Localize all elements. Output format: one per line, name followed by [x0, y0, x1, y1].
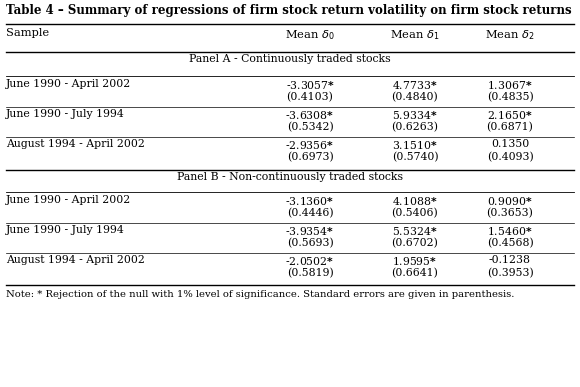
- Text: (0.4093): (0.4093): [487, 152, 534, 162]
- Text: (0.6871): (0.6871): [487, 122, 534, 132]
- Text: 1.9595$\mathbf{*}$: 1.9595$\mathbf{*}$: [393, 255, 437, 267]
- Text: -3.3057$\mathbf{*}$: -3.3057$\mathbf{*}$: [285, 79, 335, 91]
- Text: 1.5460$\mathbf{*}$: 1.5460$\mathbf{*}$: [487, 225, 533, 237]
- Text: 5.5324$\mathbf{*}$: 5.5324$\mathbf{*}$: [392, 225, 438, 237]
- Text: Panel A - Continuously traded stocks: Panel A - Continuously traded stocks: [189, 54, 391, 64]
- Text: August 1994 - April 2002: August 1994 - April 2002: [6, 255, 145, 265]
- Text: (0.6702): (0.6702): [392, 238, 438, 248]
- Text: June 1990 - July 1994: June 1990 - July 1994: [6, 109, 125, 119]
- Text: 0.9090$\mathbf{*}$: 0.9090$\mathbf{*}$: [487, 195, 533, 207]
- Text: June 1990 - July 1994: June 1990 - July 1994: [6, 225, 125, 235]
- Text: 4.1088$\mathbf{*}$: 4.1088$\mathbf{*}$: [392, 195, 438, 207]
- Text: (0.5819): (0.5819): [287, 268, 333, 278]
- Text: -0.1238: -0.1238: [489, 255, 531, 265]
- Text: Mean $\delta_2$: Mean $\delta_2$: [485, 28, 535, 42]
- Text: (0.6973): (0.6973): [287, 152, 333, 162]
- Text: 0.1350: 0.1350: [491, 139, 529, 149]
- Text: Mean $\delta_1$: Mean $\delta_1$: [390, 28, 440, 42]
- Text: 2.1650$\mathbf{*}$: 2.1650$\mathbf{*}$: [487, 109, 533, 121]
- Text: (0.6263): (0.6263): [392, 122, 438, 132]
- Text: June 1990 - April 2002: June 1990 - April 2002: [6, 195, 131, 205]
- Text: 4.7733$\mathbf{*}$: 4.7733$\mathbf{*}$: [392, 79, 438, 91]
- Text: (0.4835): (0.4835): [487, 92, 534, 102]
- Text: (0.5740): (0.5740): [392, 152, 438, 162]
- Text: 3.1510$\mathbf{*}$: 3.1510$\mathbf{*}$: [392, 139, 438, 151]
- Text: (0.4446): (0.4446): [287, 208, 333, 218]
- Text: Mean $\delta_0$: Mean $\delta_0$: [285, 28, 335, 42]
- Text: (0.5406): (0.5406): [392, 208, 438, 218]
- Text: -3.6308$\mathbf{*}$: -3.6308$\mathbf{*}$: [285, 109, 335, 121]
- Text: -3.1360$\mathbf{*}$: -3.1360$\mathbf{*}$: [285, 195, 335, 207]
- Text: Note: * Rejection of the null with 1% level of significance. Standard errors are: Note: * Rejection of the null with 1% le…: [6, 290, 514, 299]
- Text: Sample: Sample: [6, 28, 49, 38]
- Text: (0.4840): (0.4840): [392, 92, 438, 102]
- Text: -2.9356$\mathbf{*}$: -2.9356$\mathbf{*}$: [285, 139, 335, 151]
- Text: (0.4568): (0.4568): [487, 238, 534, 248]
- Text: 5.9334$\mathbf{*}$: 5.9334$\mathbf{*}$: [392, 109, 438, 121]
- Text: -3.9354$\mathbf{*}$: -3.9354$\mathbf{*}$: [285, 225, 335, 237]
- Text: Panel B - Non-continuously traded stocks: Panel B - Non-continuously traded stocks: [177, 172, 403, 182]
- Text: (0.5693): (0.5693): [287, 238, 333, 248]
- Text: August 1994 - April 2002: August 1994 - April 2002: [6, 139, 145, 149]
- Text: (0.5342): (0.5342): [287, 122, 333, 132]
- Text: June 1990 - April 2002: June 1990 - April 2002: [6, 79, 131, 89]
- Text: (0.4103): (0.4103): [287, 92, 333, 102]
- Text: Table 4 – Summary of regressions of firm stock return volatility on firm stock r: Table 4 – Summary of regressions of firm…: [6, 4, 572, 17]
- Text: (0.3953): (0.3953): [487, 268, 534, 278]
- Text: -2.0502$\mathbf{*}$: -2.0502$\mathbf{*}$: [285, 255, 335, 267]
- Text: (0.6641): (0.6641): [392, 268, 438, 278]
- Text: (0.3653): (0.3653): [487, 208, 534, 218]
- Text: 1.3067$\mathbf{*}$: 1.3067$\mathbf{*}$: [487, 79, 533, 91]
